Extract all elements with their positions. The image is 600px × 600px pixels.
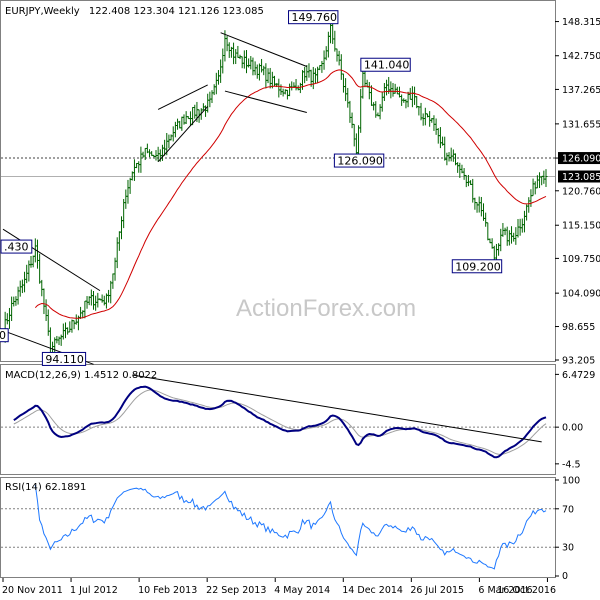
x-tick-label: 16 Oct 2016 [497, 585, 556, 596]
price-annotation-text: 141.040 [364, 59, 410, 72]
price-annotation-text: 126.090 [337, 155, 383, 168]
price-annotation-box [333, 153, 385, 168]
price-annotation-text: 94.110 [45, 353, 84, 366]
macd-y-tick-label: 6.4729 [562, 370, 595, 381]
price-annotation-text: 109.200 [455, 260, 501, 273]
price-y-tick-label: 93.205 [562, 356, 595, 367]
rsi-panel-label: RSI(14) 62.1891 [5, 482, 86, 493]
price-annotation: 94.110 [41, 351, 87, 366]
macd-panel-frame [0, 364, 556, 475]
rsi-y-tick-label: 70 [562, 504, 574, 515]
price-annotation-box [0, 328, 9, 343]
macd-signal-line [13, 389, 547, 456]
macd-y-tick-label: 0.00 [562, 423, 583, 434]
x-tick-label: 4 May 2014 [274, 585, 330, 596]
reference-level-tag: 126.090 [558, 152, 600, 165]
price-y-tick-label: 131.655 [562, 119, 600, 130]
price-bar [544, 169, 548, 187]
x-tick-label: 6 Mar 2016 [478, 585, 532, 596]
ohlc-summary: 122.408 123.304 121.126 123.085 [89, 6, 264, 17]
price-y-tick-label: 98.655 [562, 322, 595, 333]
rsi-line [34, 484, 547, 570]
price-annotation-text: 149.760 [292, 11, 338, 24]
x-tick-label: 1 Jul 2012 [70, 585, 118, 596]
watermark: ActionForex.com [236, 295, 416, 322]
price-y-tick-label: 115.150 [562, 221, 600, 232]
falling-channel-upper-line [2, 228, 101, 292]
macd-line [13, 385, 547, 459]
macd-layer [1, 374, 555, 459]
price-y-tick-label: 109.750 [562, 254, 600, 265]
price-panel-title: EURJPY,Weekly 122.408 123.304 121.126 12… [5, 6, 264, 17]
price-annotation-box [288, 10, 339, 25]
price-y-tick-label: 137.265 [562, 85, 600, 96]
reference-level-tag-text: 126.090 [562, 154, 600, 165]
chart-title: EURJPY,Weekly [5, 6, 80, 17]
flag-lower-line [224, 90, 307, 114]
rsi-layer [1, 484, 555, 570]
price-y-tick-label: 104.090 [562, 289, 600, 300]
rsi-y-tick-label: 0 [562, 571, 568, 582]
price-annotation: 149.760 [288, 10, 339, 25]
x-tick-label: 20 Nov 2011 [2, 585, 63, 596]
last-price-tag: 123.085 [558, 170, 600, 183]
rising-wedge-upper-line [157, 84, 208, 110]
price-annotation-text: .430 [4, 241, 29, 254]
x-tick-label: 22 Sep 2013 [206, 585, 266, 596]
price-annotation-box [0, 239, 33, 254]
last-price-tag-text: 123.085 [562, 172, 600, 183]
moving-average-line [34, 69, 547, 319]
price-annotation: 109.200 [451, 259, 503, 274]
macd-y-tick-label: -4.5 [562, 459, 581, 470]
x-tick-label: 26 Jul 2015 [410, 585, 464, 596]
macd-trend-line [132, 374, 542, 443]
price-annotation-box [360, 57, 411, 72]
price-annotation-box [451, 259, 503, 274]
rsi-y-tick-label: 30 [562, 543, 574, 554]
price-y-tick-label: 120.760 [562, 186, 600, 197]
rising-wedge-lower-line [157, 106, 209, 163]
x-tick-label: 14 Dec 2014 [342, 585, 403, 596]
rsi-y-tick-label: 100 [562, 476, 580, 487]
axis-layer: 148.315 142.750 137.265 131.655 126.090 120.7… [2, 17, 600, 596]
flag-upper-line [220, 32, 308, 67]
price-y-tick-label: 148.315 [562, 17, 600, 28]
price-annotation-box [41, 351, 87, 366]
price-layer: 149.760 141.040 126.090 109.200 .430 94.110 0 [0, 10, 555, 366]
macd-panel-label: MACD(12,26,9) 1.4512 0.8022 [5, 370, 157, 381]
rsi-panel-frame [0, 477, 556, 578]
price-annotation-text: 0 [0, 329, 6, 342]
price-annotation: .430 [0, 239, 33, 254]
last-price-tag-box [558, 170, 600, 183]
price-annotation: 0 [0, 328, 9, 343]
price-annotation: 126.090 [333, 153, 385, 168]
x-tick-label: 10 Feb 2013 [138, 585, 197, 596]
price-y-tick-label: 142.750 [562, 51, 600, 62]
price-annotation: 141.040 [360, 57, 411, 72]
reference-level-tag-box [558, 152, 600, 165]
